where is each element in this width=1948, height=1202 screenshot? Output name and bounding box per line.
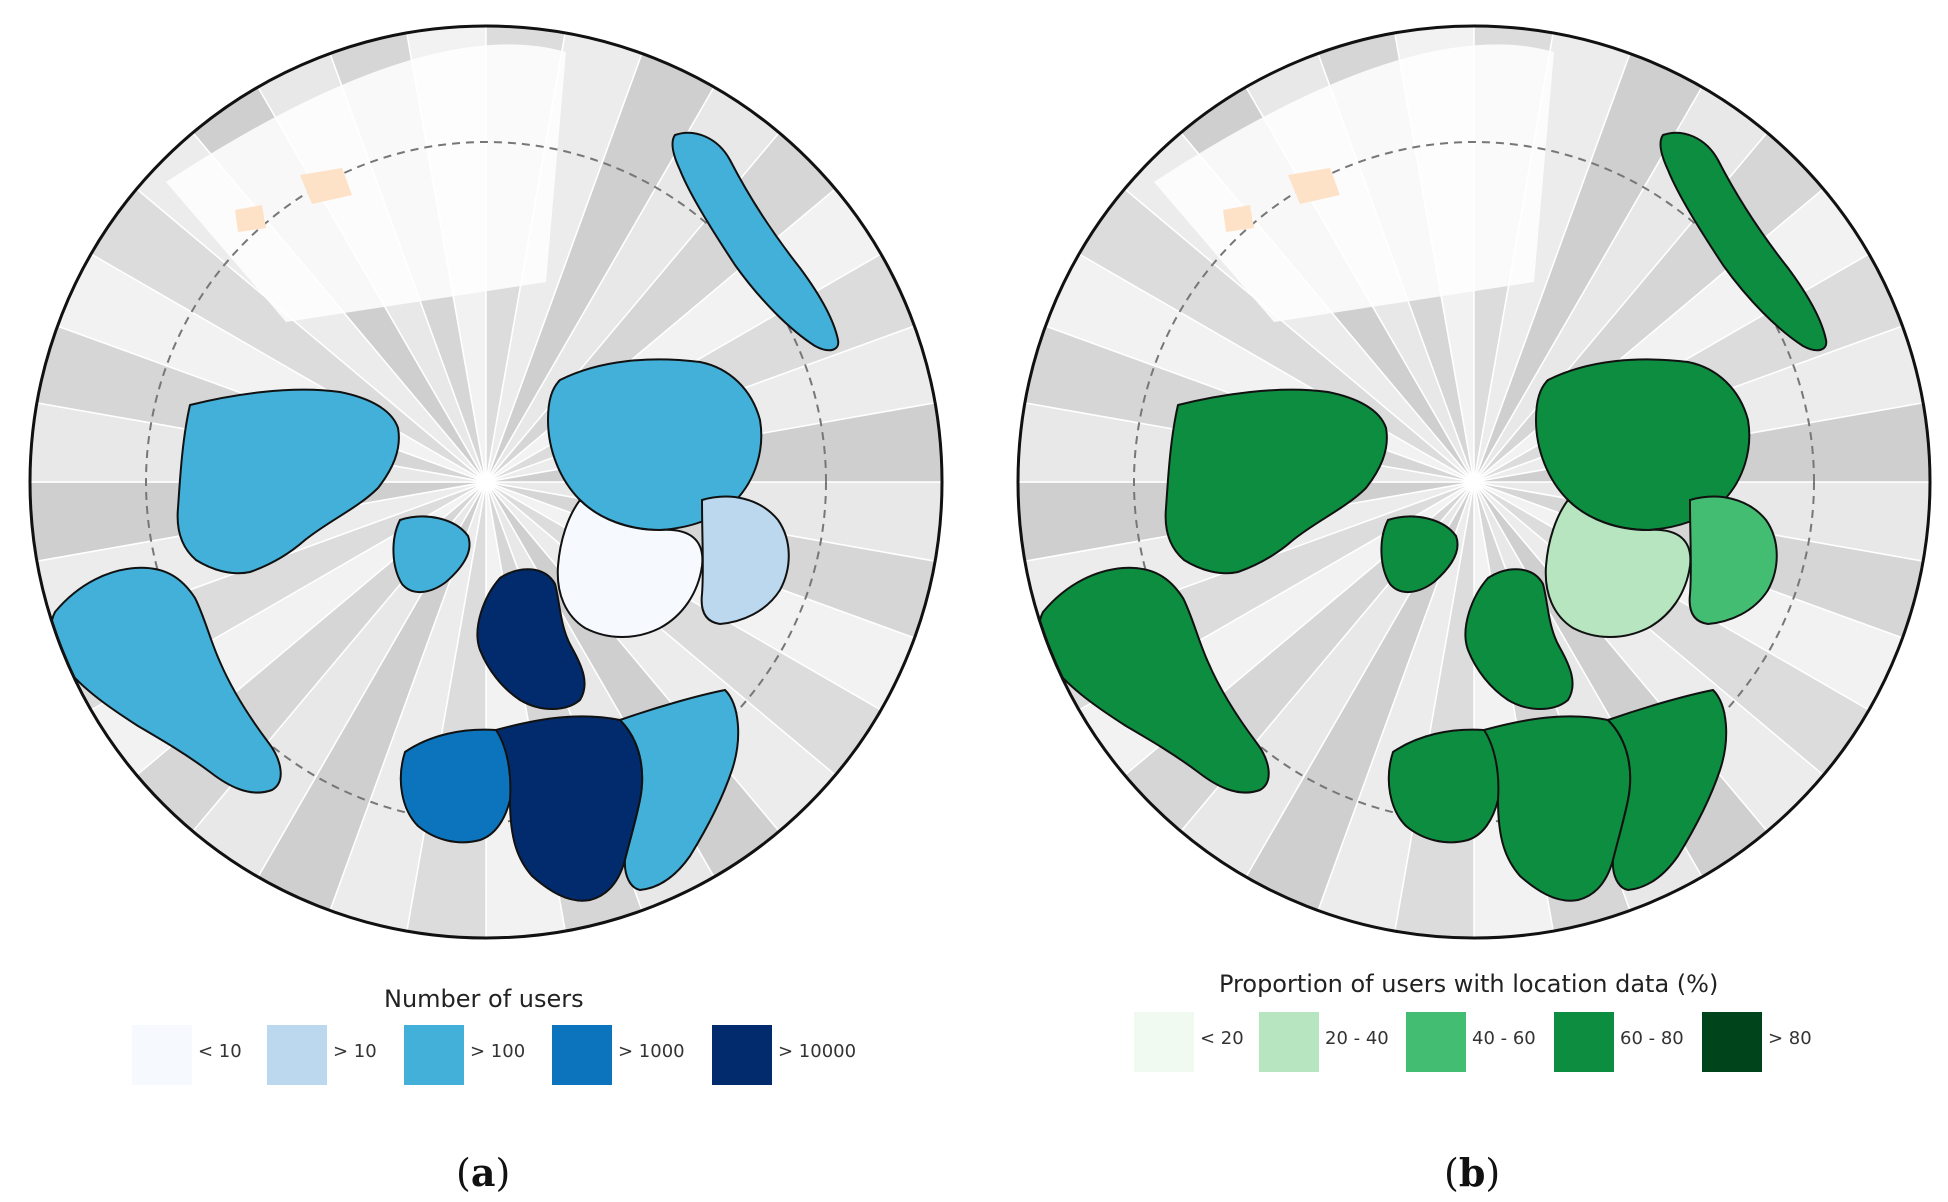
legend-label: > 100 [470, 1041, 526, 1062]
legend: < 10 > 10 > 100 > 1000 > 10000 [132, 1025, 856, 1085]
globe-map [28, 24, 944, 940]
legend-swatch [712, 1025, 772, 1085]
region-australia [671, 131, 840, 352]
legend-label: > 1000 [618, 1041, 685, 1062]
region-europe [1464, 568, 1574, 710]
legend-label: < 10 [198, 1041, 242, 1062]
legend: < 20 20 - 40 40 - 60 60 - 80 > 80 [1134, 1012, 1854, 1072]
legend-label: 20 - 40 [1325, 1028, 1389, 1049]
caption-close-paren: ) [1485, 1151, 1501, 1195]
panel-b: Proportion of users with location data (… [974, 0, 1948, 1202]
region-asia-central [556, 498, 704, 638]
region-asia-central [1544, 498, 1692, 638]
polar-cap [1154, 44, 1554, 322]
grid-wedges [1018, 26, 1930, 938]
panel-caption: (a) [456, 1150, 510, 1195]
legend-label: 40 - 60 [1472, 1028, 1536, 1049]
caption-open-paren: ( [1444, 1151, 1459, 1195]
region-no-data [235, 168, 352, 232]
legend-label: > 10 [333, 1041, 377, 1062]
legend-label: 60 - 80 [1620, 1028, 1684, 1049]
region-north-america [1164, 388, 1388, 575]
legend-swatch [1702, 1012, 1762, 1072]
region-south-america [1037, 566, 1270, 794]
legend-swatch [267, 1025, 327, 1085]
globe-map [1016, 24, 1932, 940]
region-north-america [176, 388, 400, 575]
legend-label: > 80 [1768, 1028, 1812, 1049]
legend-swatch [552, 1025, 612, 1085]
caption-close-paren: ) [495, 1151, 511, 1195]
legend-swatch [1259, 1012, 1319, 1072]
caption-open-paren: ( [456, 1151, 471, 1195]
globe-outline [28, 24, 944, 940]
globe-interior [30, 26, 942, 938]
legend-swatch [1134, 1012, 1194, 1072]
region-australia [1659, 131, 1828, 352]
region-africa-west [399, 728, 514, 844]
legend-swatch [132, 1025, 192, 1085]
legend-label: > 10000 [778, 1041, 857, 1062]
legend-title: Proportion of users with location data (… [1219, 970, 1719, 998]
region-africa-west [1387, 728, 1502, 844]
panel-caption: (b) [1444, 1150, 1500, 1195]
polar-cap [166, 44, 566, 322]
region-asia-south [700, 495, 790, 626]
region-south-america [49, 566, 282, 794]
legend-swatch [1554, 1012, 1614, 1072]
legend-swatch [404, 1025, 464, 1085]
region-asia-south [1688, 495, 1778, 626]
region-no-data [1223, 168, 1340, 232]
region-greenland [392, 515, 471, 593]
globe-interior [1018, 26, 1930, 938]
legend-title: Number of users [384, 985, 584, 1013]
panel-a: Number of users < 10 > 10 > 100 > 1000 >… [28, 24, 944, 1195]
caption-letter: b [1458, 1150, 1486, 1195]
region-africa-east [1606, 688, 1728, 892]
region-greenland [1380, 515, 1459, 593]
legend-swatch [1406, 1012, 1466, 1072]
globe-outline [1016, 24, 1932, 940]
region-africa-east [618, 688, 740, 892]
region-europe [476, 568, 586, 710]
caption-letter: a [470, 1150, 496, 1195]
legend-label: < 20 [1200, 1028, 1244, 1049]
